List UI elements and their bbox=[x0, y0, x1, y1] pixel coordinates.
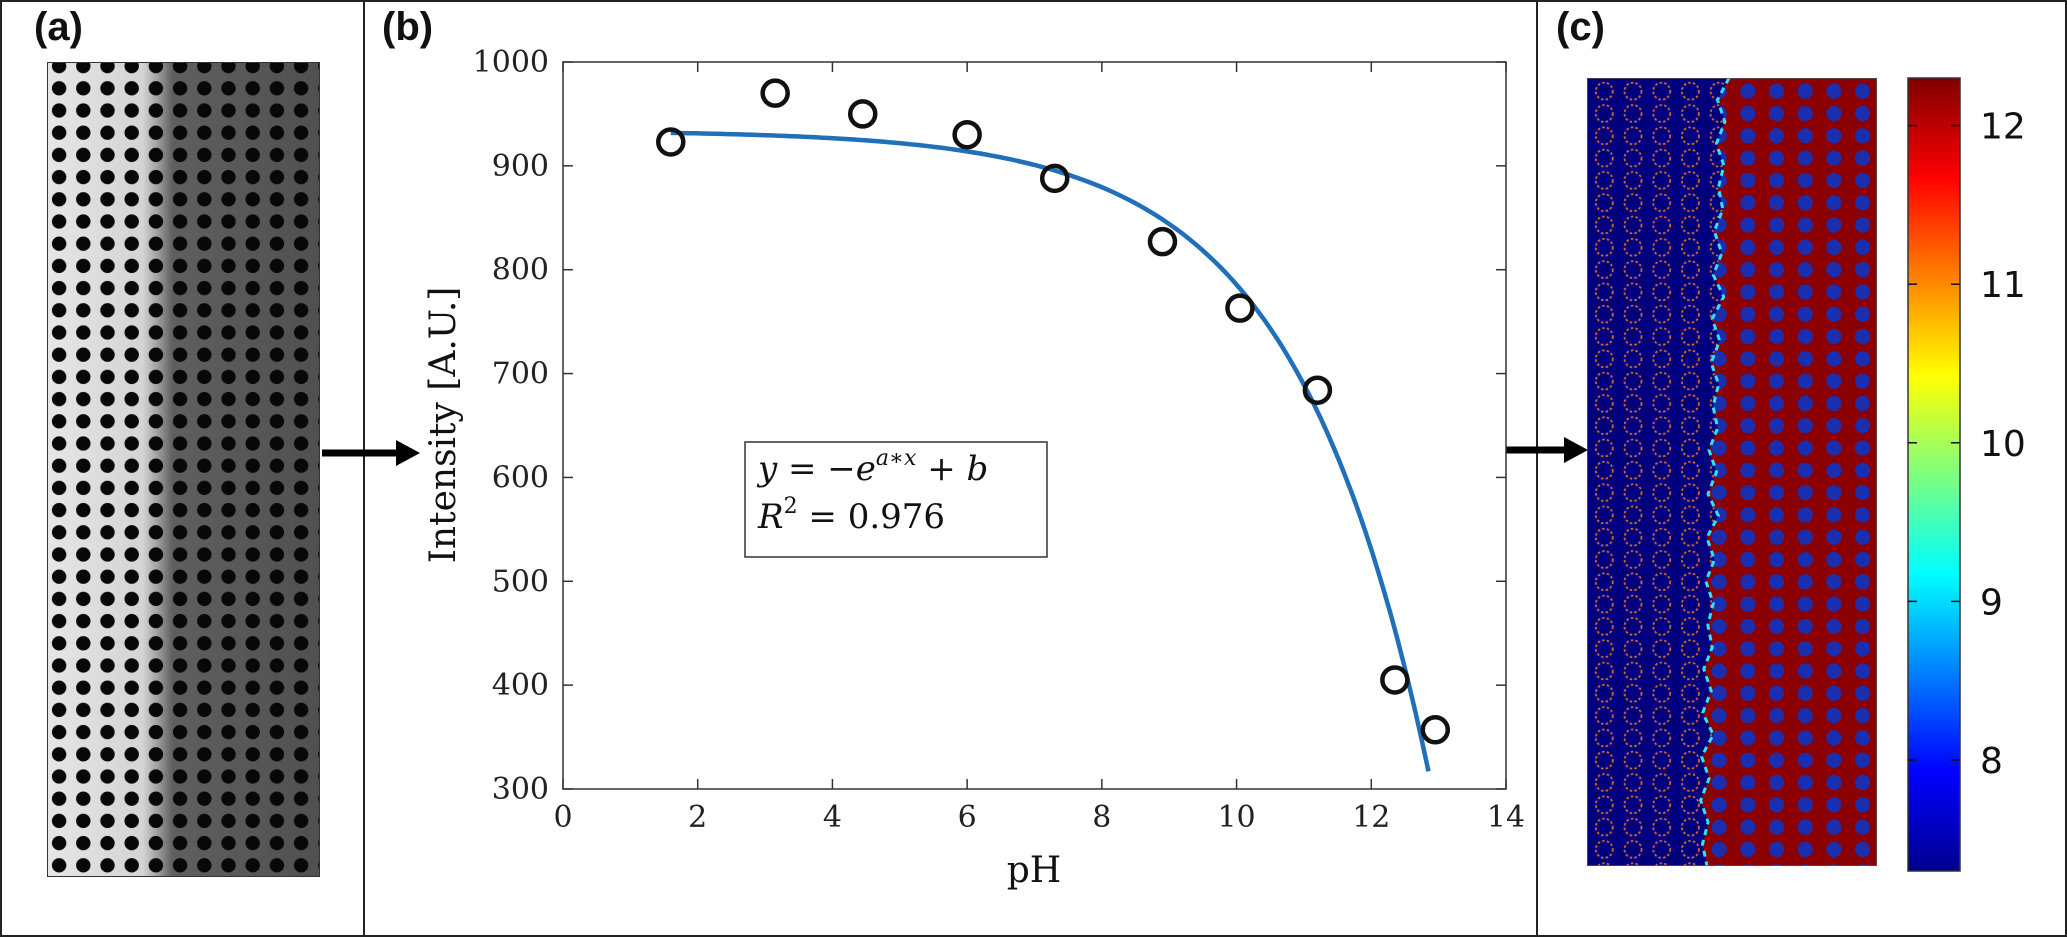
data-point bbox=[1039, 163, 1070, 194]
y-tick-label: 300 bbox=[492, 772, 549, 807]
ph-front-line bbox=[1699, 78, 1731, 866]
data-point bbox=[1380, 665, 1410, 695]
y-tick-label: 800 bbox=[492, 253, 549, 288]
y-tick-label: 900 bbox=[492, 149, 549, 184]
colorbar-tick-label: 9 bbox=[1980, 582, 2003, 623]
colorbar-tick-label: 12 bbox=[1980, 107, 2026, 148]
x-tick-label: 6 bbox=[958, 800, 977, 835]
data-point bbox=[847, 99, 878, 129]
colorbar-tick-label: 8 bbox=[1980, 741, 2003, 782]
panel-label-b: (b) bbox=[382, 5, 433, 49]
y-tick-label: 400 bbox=[492, 668, 549, 703]
data-point bbox=[1302, 375, 1333, 405]
colorbar-gradient bbox=[1907, 77, 1961, 872]
x-tick-label: 8 bbox=[1092, 800, 1111, 835]
r-squared-text: R2 = 0.976 bbox=[757, 494, 945, 537]
x-tick-label: 10 bbox=[1217, 800, 1255, 835]
arrow-a-to-b bbox=[322, 440, 420, 466]
data-point bbox=[1147, 226, 1178, 257]
x-tick-label: 12 bbox=[1352, 800, 1390, 835]
y-tick-label: 1000 bbox=[473, 45, 549, 80]
chart-b: 0 2 4 6 8 10 12 14 300 400 500 600 700 800 900 1000 pH… bbox=[423, 45, 1525, 891]
x-tick-label: 4 bbox=[823, 800, 842, 835]
colorbar: 12 11 10 9 8 bbox=[1907, 77, 2026, 872]
y-tick-label: 500 bbox=[492, 564, 549, 599]
x-tick-label: 2 bbox=[688, 800, 707, 835]
data-point bbox=[1420, 715, 1451, 745]
plot-frame bbox=[562, 61, 1507, 790]
points-layer bbox=[656, 78, 1451, 745]
y-ticks: 300 400 500 600 700 800 900 1000 bbox=[473, 45, 1506, 807]
ph-map-c bbox=[1587, 78, 1877, 866]
y-tick-label: 700 bbox=[492, 357, 549, 392]
x-ticks: 0 2 4 6 8 10 12 14 bbox=[553, 62, 1525, 835]
x-tick-label: 0 bbox=[553, 800, 572, 835]
annotation-box bbox=[744, 441, 1048, 558]
data-point bbox=[656, 127, 686, 157]
colorbar-ticks: 12 11 10 9 8 bbox=[1908, 107, 2026, 782]
y-axis-title: Intensity [A.U.] bbox=[423, 287, 464, 564]
colorbar-tick-label: 10 bbox=[1980, 424, 2026, 465]
data-point bbox=[760, 78, 790, 108]
data-point bbox=[952, 119, 982, 150]
panel-label-a: (a) bbox=[34, 5, 83, 49]
x-tick-label: 14 bbox=[1487, 800, 1525, 835]
x-axis-title: pH bbox=[1007, 850, 1061, 891]
panel-label-c: (c) bbox=[1556, 5, 1605, 49]
y-tick-label: 600 bbox=[492, 460, 549, 495]
fit-annotation: y = −ea∗x + b R2 = 0.976 bbox=[744, 441, 1048, 558]
data-point bbox=[1225, 293, 1255, 323]
equation-text: y = −ea∗x + b bbox=[756, 446, 988, 489]
colorbar-tick-label: 11 bbox=[1980, 265, 2026, 306]
micrograph-a bbox=[47, 62, 320, 877]
